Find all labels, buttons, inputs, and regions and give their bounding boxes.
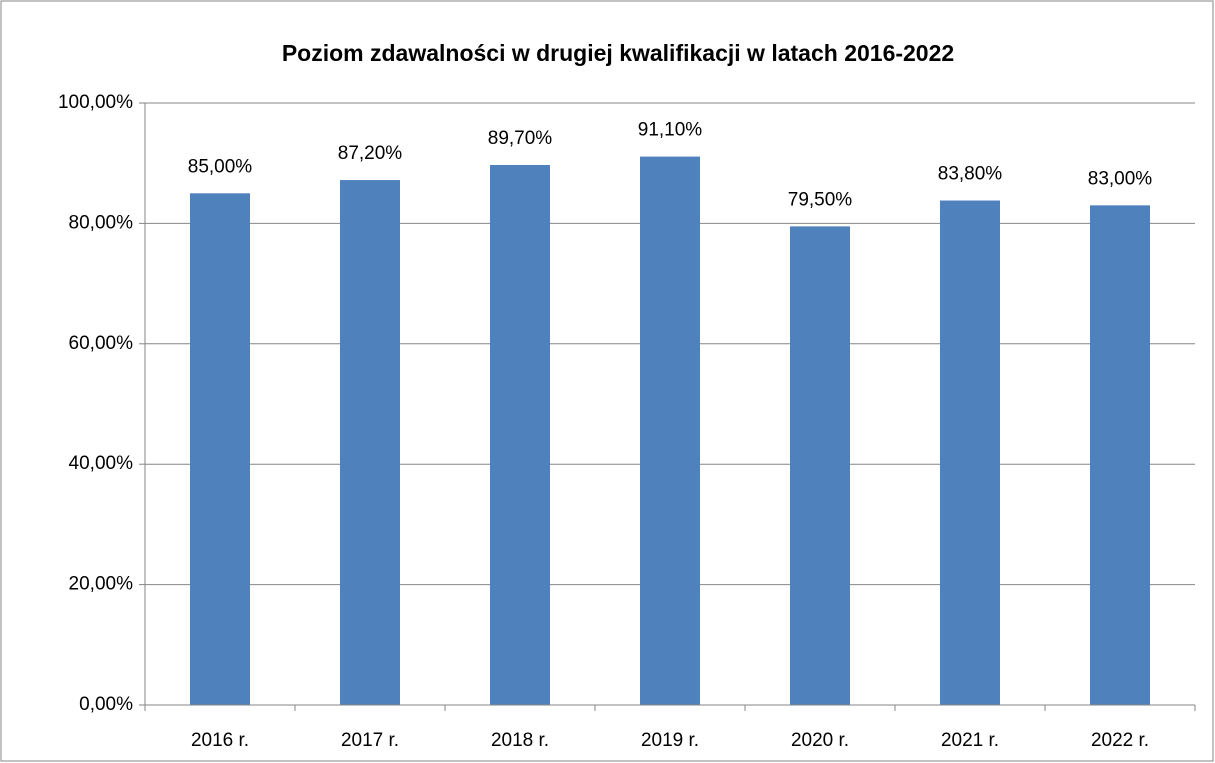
data-label: 83,80%	[938, 164, 1003, 185]
y-tick-label: 40,00%	[69, 453, 134, 474]
y-tick-label: 100,00%	[58, 92, 133, 113]
y-tick-label: 80,00%	[69, 212, 134, 233]
data-label: 91,10%	[638, 120, 703, 141]
data-label: 83,00%	[1088, 168, 1153, 189]
bar	[340, 180, 400, 705]
x-tick-label: 2018 r.	[491, 730, 549, 751]
bar	[940, 200, 1000, 706]
data-label: 89,70%	[488, 128, 553, 149]
y-tick-label: 60,00%	[69, 333, 134, 354]
x-tick-label: 2021 r.	[941, 730, 999, 751]
bar	[790, 226, 850, 705]
bar	[1090, 205, 1150, 705]
y-tick-label: 0,00%	[79, 694, 133, 715]
bar	[640, 156, 700, 705]
y-tick-label: 20,00%	[69, 574, 134, 595]
x-tick-label: 2019 r.	[641, 730, 699, 751]
data-label: 87,20%	[338, 143, 403, 164]
x-tick-label: 2022 r.	[1091, 730, 1149, 751]
chart-title: Poziom zdawalności w drugiej kwalifikacj…	[282, 40, 954, 66]
x-tick-label: 2020 r.	[791, 730, 849, 751]
data-label: 85,00%	[188, 156, 253, 177]
bar	[490, 165, 550, 706]
bar	[190, 193, 250, 706]
data-label: 79,50%	[788, 189, 853, 210]
x-tick-label: 2017 r.	[341, 730, 399, 751]
x-tick-label: 2016 r.	[191, 730, 249, 751]
